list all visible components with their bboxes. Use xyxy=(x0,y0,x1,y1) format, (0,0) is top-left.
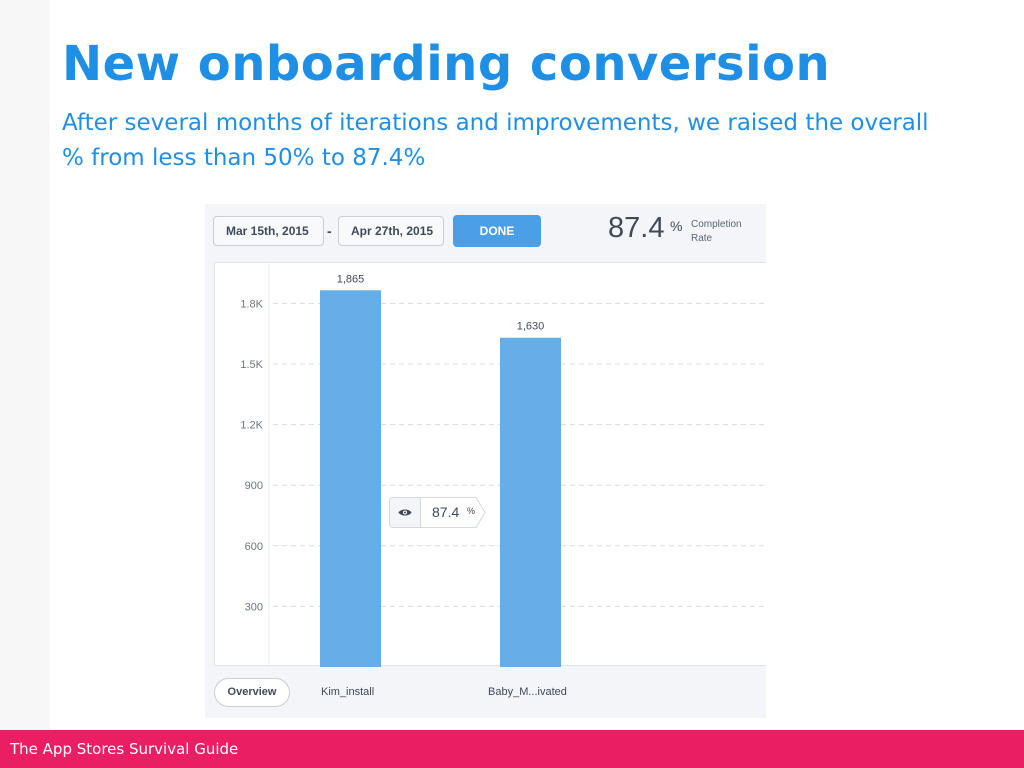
bar-chart-area: 300 600 900 1.2K 1.5K 1.8K 1,865 1,630 xyxy=(214,262,766,667)
tooltip-value: 87.4 xyxy=(432,504,460,520)
y-tick-label: 1.2K xyxy=(240,420,263,432)
start-date-input[interactable]: Mar 15th, 2015 xyxy=(213,216,324,246)
bar[interactable] xyxy=(320,290,381,667)
date-range-separator: - xyxy=(327,223,332,239)
y-tick-label: 600 xyxy=(245,541,263,553)
tooltip-value-box: 87.4 % xyxy=(420,497,486,528)
bar-value-label: 1,865 xyxy=(337,273,365,285)
slide-subtitle: After several months of iterations and i… xyxy=(62,110,929,171)
y-tick-label: 300 xyxy=(245,601,263,613)
completion-rate-unit: % xyxy=(670,218,683,234)
footer-text: The App Stores Survival Guide xyxy=(10,740,239,758)
y-tick-label: 1.8K xyxy=(240,298,263,310)
tooltip-unit: % xyxy=(467,506,476,516)
conversion-tooltip: 87.4 % xyxy=(389,497,486,528)
eye-icon xyxy=(398,509,412,516)
bar-chart: 300 600 900 1.2K 1.5K 1.8K 1,865 1,630 xyxy=(240,263,766,667)
left-margin-strip xyxy=(0,0,50,730)
analytics-panel: Mar 15th, 2015 - Apr 27th, 2015 DONE 87.… xyxy=(205,204,766,718)
completion-rate-value: 87.4 xyxy=(608,212,665,244)
tooltip-arrow-shape xyxy=(420,497,486,528)
bar[interactable] xyxy=(500,337,561,667)
completion-rate-label: Completion Rate xyxy=(691,219,742,244)
category-label-baby-m: Baby_M...ivated xyxy=(488,686,567,698)
bar-value-label: 1,630 xyxy=(517,321,545,333)
done-button[interactable]: DONE xyxy=(453,215,541,247)
tooltip-eye-button[interactable] xyxy=(389,497,420,528)
y-tick-label: 900 xyxy=(245,480,263,492)
overview-button[interactable]: Overview xyxy=(214,678,290,707)
y-tick-label: 1.5K xyxy=(240,359,263,371)
category-label-kim-install: Kim_install xyxy=(321,686,375,698)
end-date-input[interactable]: Apr 27th, 2015 xyxy=(338,216,444,246)
slide-title: New onboarding conversion xyxy=(62,36,831,92)
footer-bar: The App Stores Survival Guide xyxy=(0,730,1024,768)
